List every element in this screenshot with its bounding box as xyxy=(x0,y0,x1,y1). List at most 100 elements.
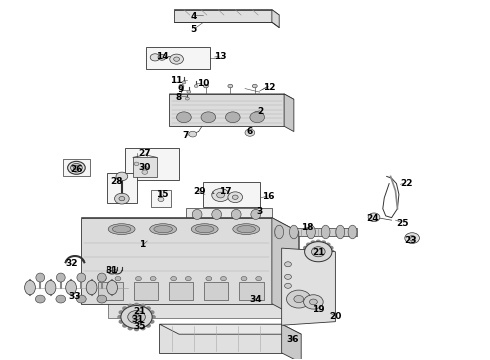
Bar xyxy=(169,282,193,300)
Text: 31: 31 xyxy=(131,315,144,324)
Circle shape xyxy=(133,314,141,320)
Ellipse shape xyxy=(76,295,86,303)
Circle shape xyxy=(311,260,315,262)
Circle shape xyxy=(119,311,123,314)
Bar xyxy=(147,47,210,69)
Circle shape xyxy=(123,324,127,327)
Circle shape xyxy=(136,276,142,281)
Circle shape xyxy=(151,316,155,319)
Circle shape xyxy=(182,81,186,84)
Circle shape xyxy=(128,311,146,323)
Ellipse shape xyxy=(250,112,265,123)
Polygon shape xyxy=(284,94,294,132)
Text: 10: 10 xyxy=(197,79,210,88)
Circle shape xyxy=(150,311,154,314)
Circle shape xyxy=(119,197,125,201)
Polygon shape xyxy=(169,94,294,99)
Circle shape xyxy=(158,54,166,60)
Bar xyxy=(204,282,228,300)
Circle shape xyxy=(368,213,380,222)
Text: 19: 19 xyxy=(312,305,324,314)
Text: 26: 26 xyxy=(70,165,83,174)
Text: 15: 15 xyxy=(156,190,168,199)
Text: 23: 23 xyxy=(404,237,416,246)
Circle shape xyxy=(232,195,238,199)
Ellipse shape xyxy=(196,226,214,233)
Text: 14: 14 xyxy=(156,52,168,61)
Circle shape xyxy=(220,276,226,281)
Polygon shape xyxy=(282,324,301,360)
Text: 13: 13 xyxy=(214,52,227,61)
Circle shape xyxy=(147,324,150,327)
Circle shape xyxy=(228,84,233,88)
Circle shape xyxy=(118,316,122,319)
Polygon shape xyxy=(169,94,284,126)
Text: 34: 34 xyxy=(249,294,262,303)
Polygon shape xyxy=(108,232,299,318)
Circle shape xyxy=(123,307,127,310)
Bar xyxy=(134,282,158,300)
Circle shape xyxy=(317,240,320,243)
Circle shape xyxy=(285,274,292,279)
Circle shape xyxy=(310,299,318,305)
Text: 4: 4 xyxy=(191,12,197,21)
Ellipse shape xyxy=(77,273,86,282)
Text: 28: 28 xyxy=(111,177,123,186)
Circle shape xyxy=(217,192,224,198)
Polygon shape xyxy=(159,324,301,334)
Circle shape xyxy=(189,131,196,137)
Text: 21: 21 xyxy=(134,307,146,316)
Text: 30: 30 xyxy=(139,163,151,172)
Polygon shape xyxy=(272,10,279,28)
Circle shape xyxy=(409,235,416,240)
Ellipse shape xyxy=(275,225,284,239)
Ellipse shape xyxy=(36,273,45,282)
Polygon shape xyxy=(174,10,279,15)
Circle shape xyxy=(326,257,330,260)
Ellipse shape xyxy=(35,295,45,303)
Text: 35: 35 xyxy=(134,322,146,331)
Circle shape xyxy=(285,283,292,288)
Circle shape xyxy=(150,276,156,281)
Text: 17: 17 xyxy=(219,187,232,196)
Circle shape xyxy=(252,84,257,88)
Polygon shape xyxy=(81,218,272,304)
Text: 2: 2 xyxy=(258,107,264,116)
Text: 6: 6 xyxy=(247,127,253,136)
Ellipse shape xyxy=(231,210,241,220)
Circle shape xyxy=(115,193,129,204)
Circle shape xyxy=(287,290,311,308)
Circle shape xyxy=(307,243,311,246)
Ellipse shape xyxy=(290,225,298,239)
Circle shape xyxy=(150,320,154,323)
Circle shape xyxy=(405,233,419,243)
Ellipse shape xyxy=(86,280,97,295)
Circle shape xyxy=(304,254,308,257)
Circle shape xyxy=(206,276,212,281)
Circle shape xyxy=(121,306,152,328)
Text: 9: 9 xyxy=(177,85,184,94)
Circle shape xyxy=(74,166,79,170)
Text: 12: 12 xyxy=(263,83,276,92)
Ellipse shape xyxy=(307,225,316,239)
Polygon shape xyxy=(81,218,299,232)
Circle shape xyxy=(312,247,325,257)
Circle shape xyxy=(170,54,183,64)
Ellipse shape xyxy=(66,280,76,295)
Circle shape xyxy=(303,250,307,253)
Circle shape xyxy=(134,162,139,166)
Text: 16: 16 xyxy=(262,192,275,201)
Circle shape xyxy=(128,304,132,307)
Ellipse shape xyxy=(233,224,260,234)
Text: 24: 24 xyxy=(367,214,379,223)
Circle shape xyxy=(142,170,148,174)
Circle shape xyxy=(305,242,332,262)
Text: 18: 18 xyxy=(301,223,314,232)
Ellipse shape xyxy=(56,273,65,282)
Circle shape xyxy=(119,320,123,323)
Ellipse shape xyxy=(56,295,66,303)
Bar xyxy=(63,159,90,176)
Circle shape xyxy=(326,243,330,246)
Ellipse shape xyxy=(97,295,107,303)
Bar xyxy=(107,173,137,203)
